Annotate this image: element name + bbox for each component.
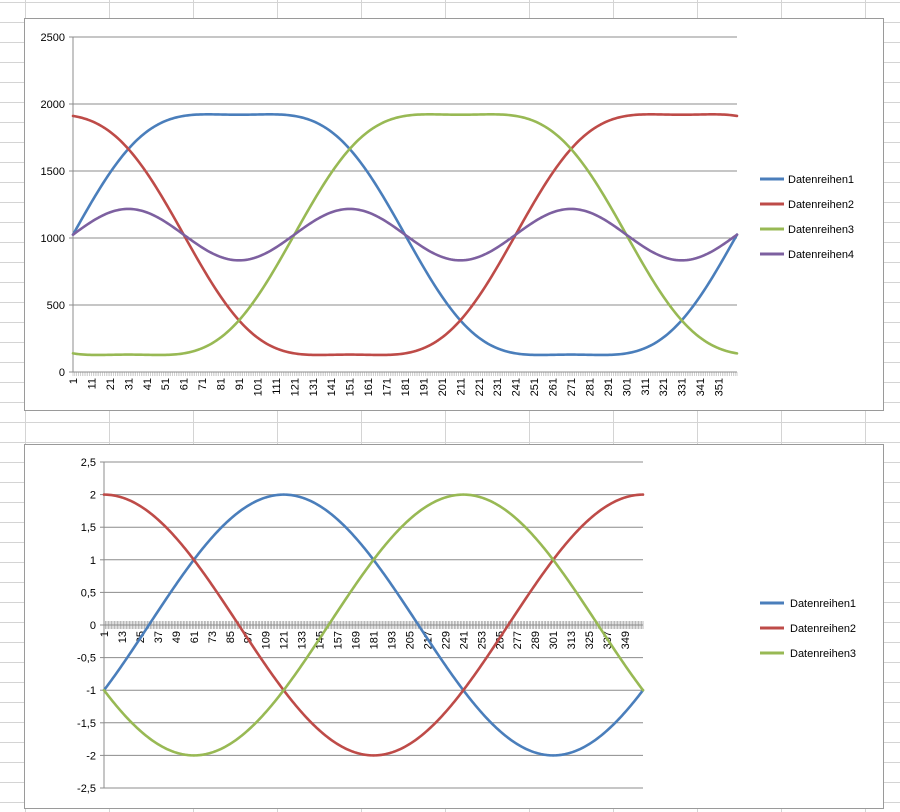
x-tick-label: 85 xyxy=(225,631,237,643)
x-tick-label: 11 xyxy=(86,378,98,389)
x-tick-label: 21 xyxy=(105,378,117,390)
y-tick-label: -1,5 xyxy=(77,718,96,730)
x-tick-label: 141 xyxy=(326,378,338,396)
x-tick-label: 201 xyxy=(437,378,449,396)
x-tick-label: 1 xyxy=(68,378,80,384)
x-tick-label: 161 xyxy=(363,378,375,396)
x-tick-marks xyxy=(72,372,738,376)
x-tick-label: 131 xyxy=(308,378,320,396)
y-tick-label: 2,5 xyxy=(81,457,96,469)
y-tick-label: -1 xyxy=(86,685,96,697)
x-tick-label: 271 xyxy=(566,378,578,396)
x-tick-label: 311 xyxy=(640,378,652,396)
x-tick-label: 265 xyxy=(494,631,506,649)
legend-label: Datenreihen1 xyxy=(790,598,856,610)
x-tick-label: 71 xyxy=(197,378,209,390)
y-tick-label: 0 xyxy=(90,620,96,632)
x-tick-label: 193 xyxy=(386,631,398,649)
x-tick-label: 205 xyxy=(404,631,416,649)
x-tick-label: 261 xyxy=(548,378,560,396)
x-tick-label: 181 xyxy=(369,631,381,649)
legend-label: Datenreihen2 xyxy=(788,199,854,211)
x-tick-label: 351 xyxy=(714,378,726,396)
chart-2-svg: -2,5-2-1,5-1-0,500,511,522,51 13 25 37 49 61 7… xyxy=(77,457,856,795)
legend-label: Datenreihen3 xyxy=(788,224,854,236)
x-tick-label: 157 xyxy=(333,631,345,649)
x-tick-label: 37 xyxy=(153,631,165,643)
x-tick-label: 61 xyxy=(179,378,191,390)
x-tick-label: 289 xyxy=(530,631,542,649)
y-tick-label: 1 xyxy=(90,555,96,567)
series-line-4 xyxy=(71,207,739,262)
x-tick-label: 301 xyxy=(548,631,560,649)
x-tick-label: 181 xyxy=(400,378,412,396)
x-tick-label: 171 xyxy=(382,378,394,396)
legend-label: Datenreihen1 xyxy=(788,174,854,186)
x-tick-label: 81 xyxy=(216,378,228,390)
x-tick-label: 241 xyxy=(511,378,523,396)
x-tick-label: 1 xyxy=(99,631,111,637)
x-tick-label: 341 xyxy=(695,378,707,396)
x-tick-label: 109 xyxy=(261,631,273,649)
x-tick-label: 253 xyxy=(476,631,488,649)
x-tick-label: 349 xyxy=(620,631,632,649)
x-tick-label: 221 xyxy=(474,378,486,396)
y-tick-label: -2,5 xyxy=(77,783,96,795)
x-tick-label: 73 xyxy=(207,631,219,643)
x-tick-label: 13 xyxy=(117,631,129,643)
x-tick-label: 301 xyxy=(621,378,633,396)
x-tick-label: 241 xyxy=(458,631,470,649)
y-tick-label: 0 xyxy=(59,367,65,379)
x-tick-label: 331 xyxy=(677,378,689,396)
y-tick-label: 2500 xyxy=(41,32,65,44)
series-line-3 xyxy=(102,493,645,757)
y-tick-label: 1000 xyxy=(41,233,65,245)
legend-label: Datenreihen2 xyxy=(790,623,856,635)
x-tick-label: 121 xyxy=(279,631,291,649)
x-tick-label: 91 xyxy=(234,378,246,390)
x-tick-label: 191 xyxy=(418,378,430,396)
x-tick-marks xyxy=(103,621,644,629)
y-tick-label: 500 xyxy=(47,300,65,312)
x-tick-label: 251 xyxy=(529,378,541,396)
y-tick-label: 2000 xyxy=(41,99,65,111)
x-tick-label: 61 xyxy=(189,631,201,643)
x-tick-label: 121 xyxy=(289,378,301,396)
x-tick-label: 41 xyxy=(142,378,154,390)
x-tick-label: 111 xyxy=(271,378,283,395)
x-tick-label: 277 xyxy=(512,631,524,649)
y-tick-label: 1500 xyxy=(41,166,65,178)
x-tick-label: 145 xyxy=(315,631,327,649)
y-tick-label: 2 xyxy=(90,490,96,502)
y-tick-label: 0,5 xyxy=(81,587,96,599)
y-tick-label: -2 xyxy=(86,750,96,762)
x-tick-label: 321 xyxy=(658,378,670,396)
x-tick-label: 229 xyxy=(440,631,452,649)
chart-1-area: 0 500 1000 1500 2000 2500 1 11 21 31 41 51 61 71 81 91 1… xyxy=(24,18,884,411)
x-tick-label: 151 xyxy=(345,378,357,396)
x-tick-label: 291 xyxy=(603,378,615,396)
legend-label: Datenreihen4 xyxy=(788,249,854,261)
legend-label: Datenreihen3 xyxy=(790,648,856,660)
x-tick-label: 101 xyxy=(252,378,264,396)
x-tick-label: 31 xyxy=(123,378,135,390)
x-tick-label: 313 xyxy=(566,631,578,649)
y-tick-label: 1,5 xyxy=(81,522,96,534)
x-tick-label: 281 xyxy=(584,378,596,396)
x-tick-label: 51 xyxy=(160,378,172,390)
x-tick-label: 169 xyxy=(351,631,363,649)
x-tick-label: 231 xyxy=(492,378,504,396)
chart-2-area: -2,5 -2 -1,5 -1 -0,5 0 0,5 1 1,5 2 2,5 1 13 25 37 49 61 7… xyxy=(24,444,884,809)
x-tick-label: 325 xyxy=(584,631,596,649)
y-tick-label: -0,5 xyxy=(77,653,96,665)
x-tick-label: 133 xyxy=(297,631,309,649)
x-tick-label: 49 xyxy=(171,631,183,643)
x-tick-label: 211 xyxy=(455,378,467,396)
